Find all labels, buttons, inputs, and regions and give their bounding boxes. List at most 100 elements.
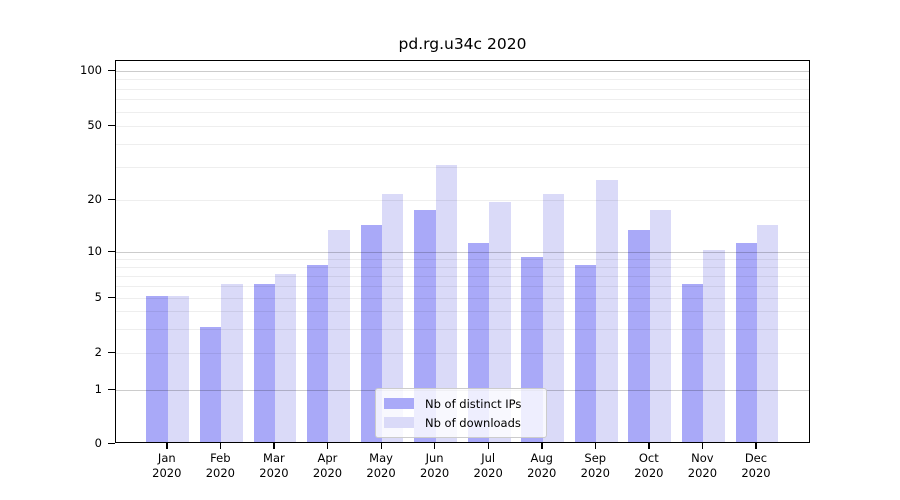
bar-distinct-ips — [735, 242, 757, 442]
x-tick-mark — [380, 443, 382, 449]
gridline-minor — [116, 99, 809, 101]
bar-distinct-ips — [574, 264, 597, 442]
gridline-minor — [116, 88, 809, 90]
x-tick-mark — [326, 443, 329, 449]
gridline-minor — [116, 275, 809, 277]
x-tick-mark — [701, 443, 704, 449]
x-tick-year: 2020 — [527, 465, 557, 480]
bar-downloads — [649, 210, 672, 442]
gridline-minor — [116, 285, 809, 287]
gridline-minor — [116, 258, 809, 260]
x-tick-month: Aug — [530, 451, 553, 465]
x-tick-mark — [755, 443, 757, 449]
x-tick-year: 2020 — [634, 465, 664, 480]
x-tick-month: Nov — [691, 451, 714, 465]
x-tick-month: Jan — [157, 451, 176, 465]
gridline-minor — [116, 200, 809, 201]
y-tick-label: 1 — [94, 381, 102, 396]
y-tick-mark — [108, 351, 115, 353]
bar-downloads — [596, 179, 618, 442]
x-tick-mark — [648, 443, 650, 449]
bar-downloads — [489, 201, 511, 442]
legend: Nb of distinct IPs Nb of downloads — [375, 388, 547, 438]
legend-swatch-distinct-ips — [384, 398, 414, 409]
y-tick-label: 0 — [94, 435, 102, 450]
y-tick-label: 5 — [94, 289, 102, 304]
x-tick-label: Sep 2020 — [567, 451, 623, 480]
x-tick-label: Apr 2020 — [299, 451, 355, 480]
bar-downloads — [703, 250, 725, 442]
y-tick-mark — [108, 69, 115, 71]
y-tick-mark — [108, 388, 115, 390]
x-tick-mark — [487, 443, 489, 449]
bar-downloads — [274, 273, 297, 442]
gridline-minor — [116, 311, 809, 313]
gridline-major — [116, 252, 809, 253]
gridline-minor — [116, 353, 809, 354]
bar-distinct-ips — [146, 296, 168, 442]
x-tick-label: Nov 2020 — [674, 451, 730, 480]
x-tick-year: 2020 — [205, 465, 235, 480]
x-tick-mark — [273, 443, 275, 449]
y-tick-mark — [108, 296, 115, 298]
chart-title: pd.rg.u34c 2020 — [398, 35, 527, 53]
x-tick-month: Feb — [210, 451, 231, 465]
gridline-minor — [116, 167, 809, 169]
x-tick-year: 2020 — [741, 465, 771, 480]
bar-distinct-ips — [253, 283, 275, 442]
legend-item-downloads: Nb of downloads — [384, 413, 538, 432]
bar-distinct-ips — [307, 264, 329, 442]
bar-distinct-ips — [628, 230, 650, 442]
x-tick-label: Mar 2020 — [246, 451, 302, 480]
bar-downloads — [542, 194, 565, 442]
x-tick-month: Jul — [481, 451, 496, 465]
x-tick-month: Dec — [744, 451, 768, 465]
gridline-minor — [116, 328, 809, 330]
bar-distinct-ips — [682, 283, 704, 442]
x-tick-mark — [219, 443, 222, 449]
x-tick-year: 2020 — [152, 465, 182, 480]
x-tick-year: 2020 — [366, 465, 396, 480]
x-tick-label: Jul 2020 — [460, 451, 516, 480]
legend-swatch-downloads — [384, 417, 414, 428]
x-tick-label: May 2020 — [353, 451, 409, 480]
gridline-minor — [116, 126, 809, 127]
x-tick-year: 2020 — [580, 465, 610, 480]
gridline-major — [116, 71, 809, 72]
gridline-minor — [116, 111, 809, 113]
x-tick-year: 2020 — [473, 465, 503, 480]
bar-downloads — [328, 230, 350, 442]
x-tick-year: 2020 — [259, 465, 289, 480]
bar-downloads — [221, 283, 243, 442]
y-tick-mark — [108, 198, 115, 200]
x-tick-month: Mar — [263, 451, 285, 465]
y-tick-label: 2 — [94, 344, 102, 359]
x-tick-mark — [166, 443, 168, 449]
plot-area — [115, 60, 810, 443]
x-tick-label: Dec 2020 — [728, 451, 784, 480]
bar-downloads — [756, 224, 779, 442]
x-tick-month: May — [369, 451, 393, 465]
y-tick-label: 50 — [87, 117, 102, 132]
bar-distinct-ips — [199, 326, 222, 442]
legend-item-distinct-ips: Nb of distinct IPs — [384, 394, 538, 413]
x-tick-label: Jan 2020 — [139, 451, 195, 480]
y-tick-mark — [108, 250, 115, 252]
x-tick-label: Aug 2020 — [514, 451, 570, 480]
x-tick-mark — [594, 443, 597, 449]
x-tick-month: Oct — [638, 451, 659, 465]
bar-distinct-ips — [360, 224, 383, 442]
gridline-minor — [116, 298, 809, 299]
x-tick-mark — [541, 443, 543, 449]
bar-downloads — [382, 194, 404, 442]
x-tick-label: Feb 2020 — [192, 451, 248, 480]
x-tick-year: 2020 — [312, 465, 343, 480]
bar-downloads — [167, 296, 190, 442]
y-tick-mark — [108, 442, 115, 444]
gridline-minor — [116, 144, 809, 146]
x-tick-mark — [434, 443, 436, 449]
bar-downloads — [435, 165, 457, 442]
y-tick-label: 10 — [87, 243, 102, 258]
x-tick-year: 2020 — [687, 465, 718, 480]
